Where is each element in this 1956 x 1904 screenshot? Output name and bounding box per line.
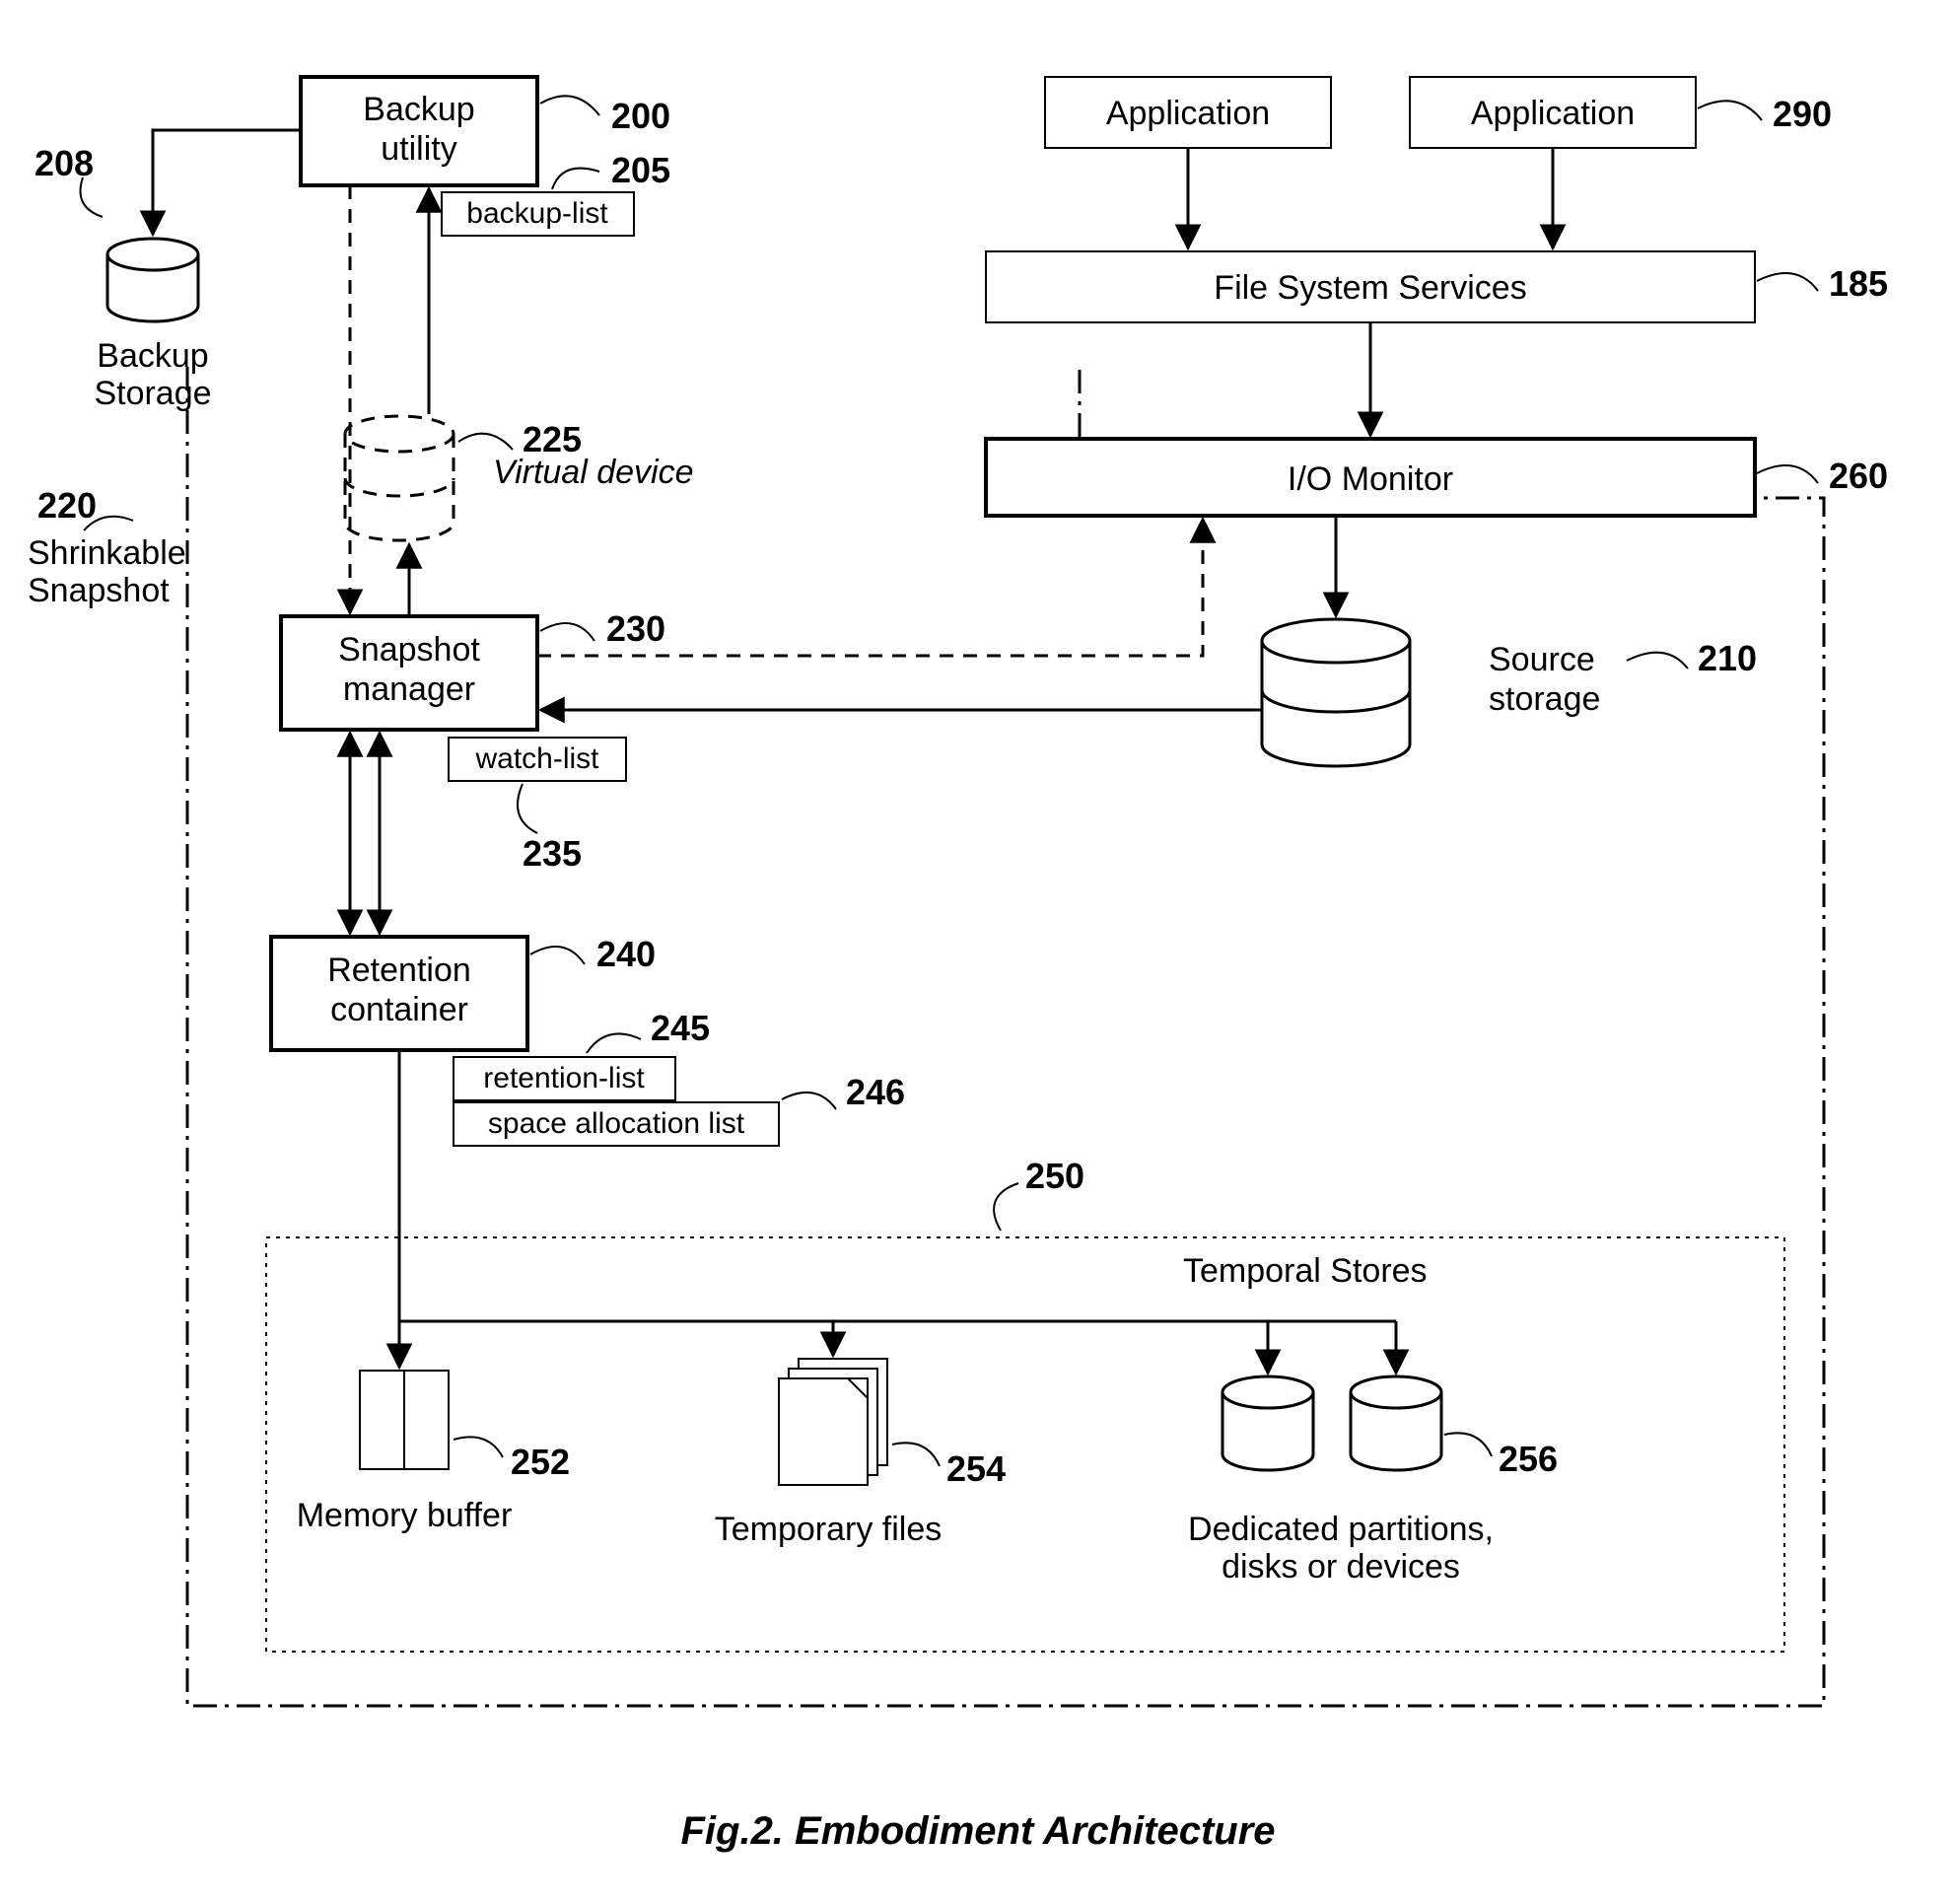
source-storage-node: Source storage [1262,619,1600,766]
ref-230: 230 [606,608,665,649]
ref-256: 256 [1499,1439,1558,1479]
temp-files-label: Temporary files [715,1511,943,1548]
retention-list-node: retention-list [454,1057,675,1100]
edge-backuputility-to-storage [153,130,301,235]
ref-210: 210 [1698,638,1757,678]
io-monitor-node: I/O Monitor [986,439,1755,516]
ref-220: 220 [37,485,97,526]
dedicated-partitions-node: Dedicated partitions, disks or devices [1188,1376,1494,1586]
backup-storage-node: Backup Storage [94,239,211,412]
ref-254: 254 [946,1448,1006,1489]
space-alloc-label: space allocation list [488,1107,745,1140]
memory-buffer-label: Memory buffer [297,1497,513,1534]
figure-title: Fig.2. Embodiment Architecture [680,1809,1275,1853]
retention-container-node: Retention container [271,937,527,1050]
ref-225: 225 [523,419,582,459]
ref-246: 246 [846,1072,905,1112]
snapshot-manager-node: Snapshot manager [281,616,537,730]
svg-text:Backup: Backup [97,337,208,375]
svg-text:storage: storage [1489,680,1600,718]
ref-185: 185 [1829,263,1888,304]
svg-text:Source: Source [1489,641,1595,678]
ref-240: 240 [596,934,656,974]
ref-235: 235 [523,833,582,874]
ref-205: 205 [611,150,670,190]
application-1-node: Application [1045,77,1331,148]
file-system-services-node: File System Services [986,251,1755,322]
ref-200: 200 [611,96,670,136]
io-monitor-label: I/O Monitor [1288,460,1453,498]
svg-text:Dedicated partitions,: Dedicated partitions, [1188,1511,1494,1548]
svg-text:Snapshot: Snapshot [338,631,480,669]
svg-text:container: container [330,991,468,1028]
watch-list-label: watch-list [474,742,599,775]
svg-text:utility: utility [381,130,456,168]
application-2-node: Application [1410,77,1696,148]
fss-label: File System Services [1214,269,1526,307]
backup-list-label: backup-list [466,197,608,230]
ref-250: 250 [1025,1156,1084,1196]
ref-290: 290 [1773,94,1832,134]
ref-208: 208 [35,143,94,183]
backup-utility-label-1: Backup [363,91,474,128]
ref-245: 245 [651,1008,710,1048]
shrinkable-label-2: Snapshot [28,572,170,609]
retention-list-label: retention-list [483,1062,645,1094]
app2-label: Application [1471,95,1635,132]
ref-260: 260 [1829,456,1888,496]
app1-label: Application [1106,95,1270,132]
svg-text:Retention: Retention [327,952,471,989]
svg-text:manager: manager [343,670,475,708]
space-allocation-list-node: space allocation list [454,1102,779,1146]
svg-text:Backup: Backup [363,91,474,128]
memory-buffer-node: Memory buffer [297,1371,513,1534]
temporary-files-node: Temporary files [715,1359,943,1548]
svg-text:Storage: Storage [94,375,211,412]
backup-list-node: backup-list [442,192,634,236]
ref-252: 252 [511,1442,570,1482]
backup-utility-node: Backup utility [301,77,537,185]
watch-list-node: watch-list [449,738,626,781]
virtual-device-node: Virtual device [345,416,694,540]
shrinkable-label-1: Shrinkable [28,534,186,572]
temporal-stores-label: Temporal Stores [1183,1252,1428,1290]
svg-text:disks or devices: disks or devices [1222,1548,1460,1586]
architecture-diagram: Backup utility 200 backup-list 205 Backu… [0,0,1956,1904]
